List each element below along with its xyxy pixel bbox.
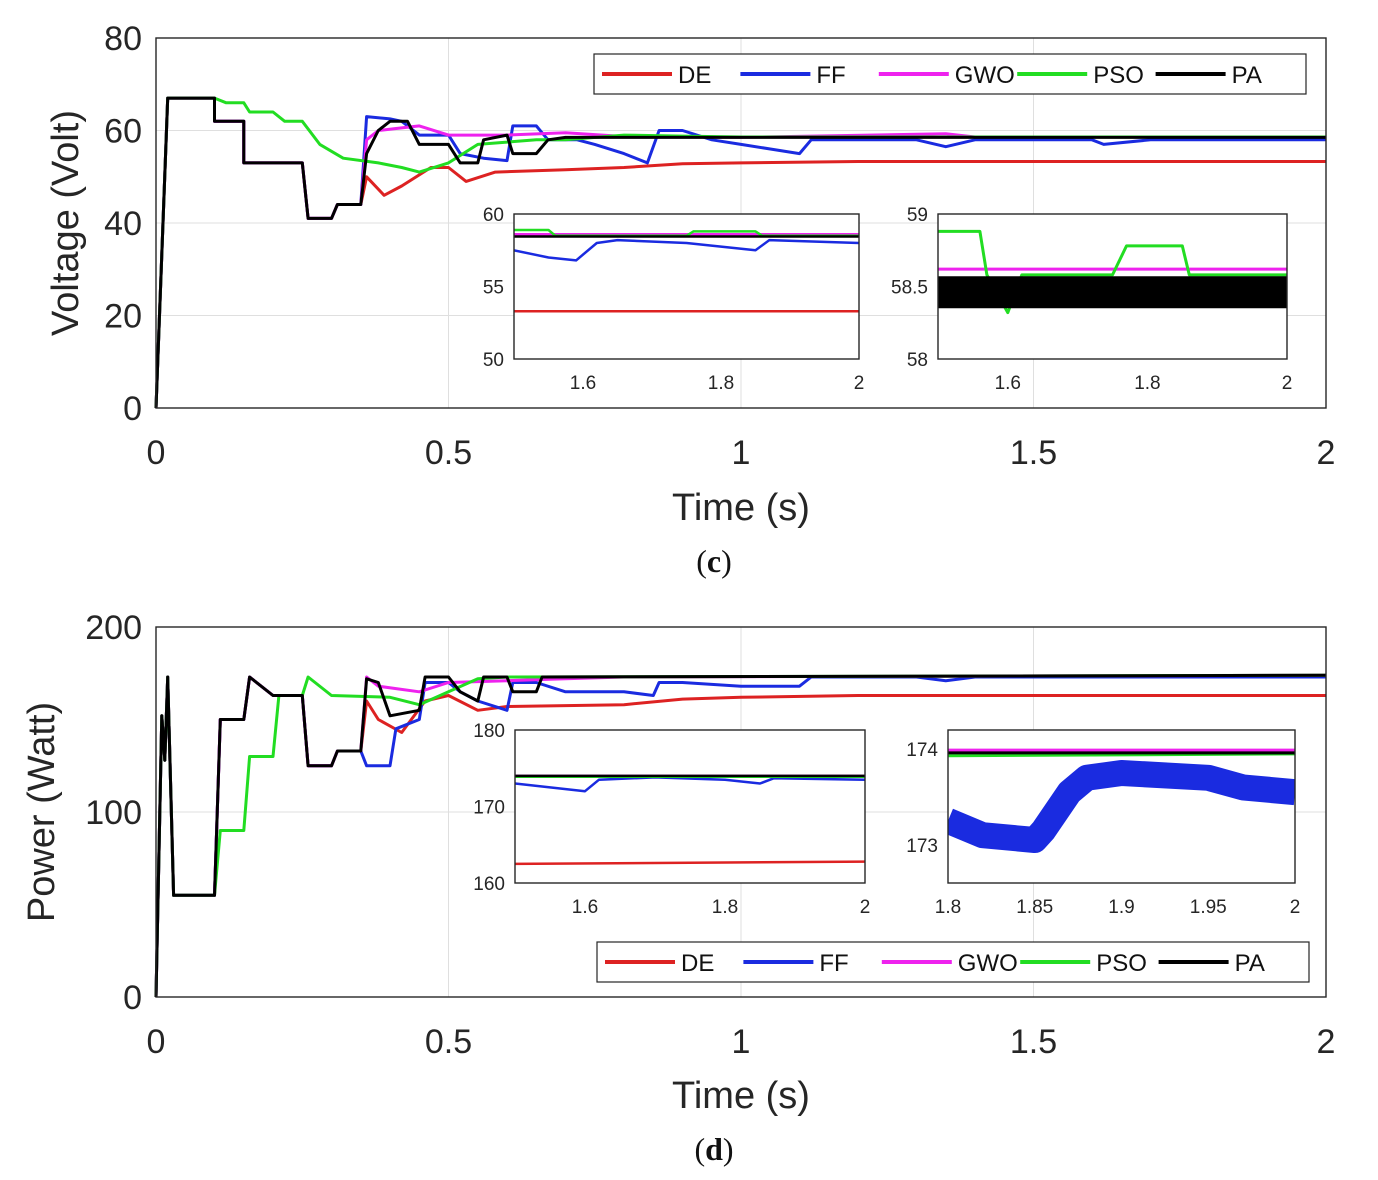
inset-background <box>515 730 865 883</box>
y-tick-label: 50 <box>483 350 504 371</box>
x-tick-label: 0.5 <box>425 1023 472 1061</box>
y-tick-label: 20 <box>104 298 142 336</box>
legend-label-de: DE <box>678 62 711 89</box>
inset-series <box>948 748 1295 853</box>
legend-label-pso: PSO <box>1093 62 1144 89</box>
series-line-ff <box>948 760 1295 853</box>
series-group <box>154 96 1326 409</box>
plot-frame <box>155 37 1327 409</box>
y-tick-label: 40 <box>104 205 142 243</box>
inset-background <box>514 214 859 359</box>
y-tick-label: 0 <box>123 979 142 1017</box>
panel-d: 0 0.5 1 1.5 2 0 100 200 Time (s) Power (Watt) 1… <box>21 609 1335 1167</box>
legend-label-gwo: GWO <box>958 950 1018 977</box>
y-tick-label: 170 <box>473 798 505 819</box>
caption-c: (c) <box>696 543 732 579</box>
x-tick-label: 1.8 <box>1134 373 1160 394</box>
series-line-pso <box>938 229 1287 315</box>
inset-frame <box>947 729 1296 884</box>
y-tick-label: 173 <box>906 836 938 857</box>
inset-series <box>515 774 865 866</box>
inset-series <box>514 228 859 313</box>
plot-frame <box>155 626 1327 998</box>
series-line-pa <box>154 673 1327 998</box>
y-axis-label: Power (Watt) <box>21 702 63 922</box>
series-group <box>154 673 1327 998</box>
caption-letter: d <box>705 1131 723 1167</box>
x-tick-label: 1 <box>732 1023 751 1061</box>
x-tick-label: 0.5 <box>425 434 472 472</box>
inset-c1: 1.6 1.8 2 50 55 60 <box>483 205 864 394</box>
x-tick-label: 0 <box>147 1023 166 1061</box>
legend-label-de: DE <box>681 950 714 977</box>
y-tick-label: 0 <box>123 390 142 428</box>
inset-frame <box>513 213 860 360</box>
y-tick-label: 200 <box>85 609 142 647</box>
x-tick-label: 1.8 <box>708 373 734 394</box>
x-tick-label: 1.8 <box>712 897 738 918</box>
x-tick-label: 1.95 <box>1190 897 1227 918</box>
x-tick-label: 1.5 <box>1010 434 1057 472</box>
x-tick-label: 1.85 <box>1016 897 1053 918</box>
legend-label-ff: FF <box>816 62 845 89</box>
x-tick-label: 2 <box>860 897 871 918</box>
x-tick-label: 0 <box>147 434 166 472</box>
legend-label-gwo: GWO <box>955 62 1015 89</box>
y-tick-label: 80 <box>104 20 142 58</box>
legend-label-pa: PA <box>1235 950 1265 977</box>
x-tick-label: 2 <box>1317 1023 1336 1061</box>
x-tick-label: 1.6 <box>570 373 596 394</box>
y-tick-label: 55 <box>483 278 504 299</box>
tick-labels: 0 0.5 1 1.5 2 0 100 200 <box>85 609 1335 1061</box>
y-tick-label: 174 <box>906 740 938 761</box>
y-axis-label: Voltage (Volt) <box>45 110 87 336</box>
y-tick-label: 58.5 <box>891 278 928 299</box>
series-line-ff <box>514 238 859 262</box>
legend: DE FF GWO PSO PA <box>593 53 1307 95</box>
x-tick-label: 1.8 <box>935 897 961 918</box>
x-tick-label: 2 <box>1317 434 1336 472</box>
x-tick-label: 2 <box>1282 373 1293 394</box>
x-tick-label: 2 <box>854 373 865 394</box>
y-tick-label: 59 <box>907 205 928 226</box>
x-tick-label: 1 <box>732 434 751 472</box>
y-tick-label: 160 <box>473 874 505 895</box>
x-tick-label: 1.9 <box>1108 897 1134 918</box>
y-tick-label: 58 <box>907 350 928 371</box>
series-line-pa <box>154 96 1326 409</box>
legend-label-pa: PA <box>1232 62 1262 89</box>
series-line-de <box>515 860 865 866</box>
inset-frame <box>937 213 1288 360</box>
x-axis-label: Time (s) <box>672 487 810 529</box>
y-tick-label: 60 <box>104 113 142 151</box>
y-tick-label: 60 <box>483 205 504 226</box>
inset-d1: 1.6 1.8 2 160 170 180 <box>473 721 870 918</box>
x-tick-label: 1.6 <box>995 373 1021 394</box>
caption-d: (d) <box>694 1131 733 1167</box>
legend-label-pso: PSO <box>1096 950 1147 977</box>
y-tick-label: 100 <box>85 794 142 832</box>
y-tick-label: 180 <box>473 721 505 742</box>
x-tick-label: 2 <box>1290 897 1301 918</box>
series-line-pso <box>514 228 859 238</box>
inset-series <box>938 229 1287 315</box>
legend-label-ff: FF <box>819 950 848 977</box>
x-tick-label: 1.6 <box>572 897 598 918</box>
x-tick-label: 1.5 <box>1010 1023 1057 1061</box>
inset-d2: 1.8 1.85 1.9 1.95 2 173 174 <box>906 729 1301 918</box>
legend: DE FF GWO PSO PA <box>596 941 1310 983</box>
caption-letter: c <box>707 543 721 579</box>
inset-frame <box>514 729 866 884</box>
inset-c2: 1.6 1.8 2 58 58.5 59 <box>891 205 1292 394</box>
x-axis-label: Time (s) <box>672 1075 810 1117</box>
